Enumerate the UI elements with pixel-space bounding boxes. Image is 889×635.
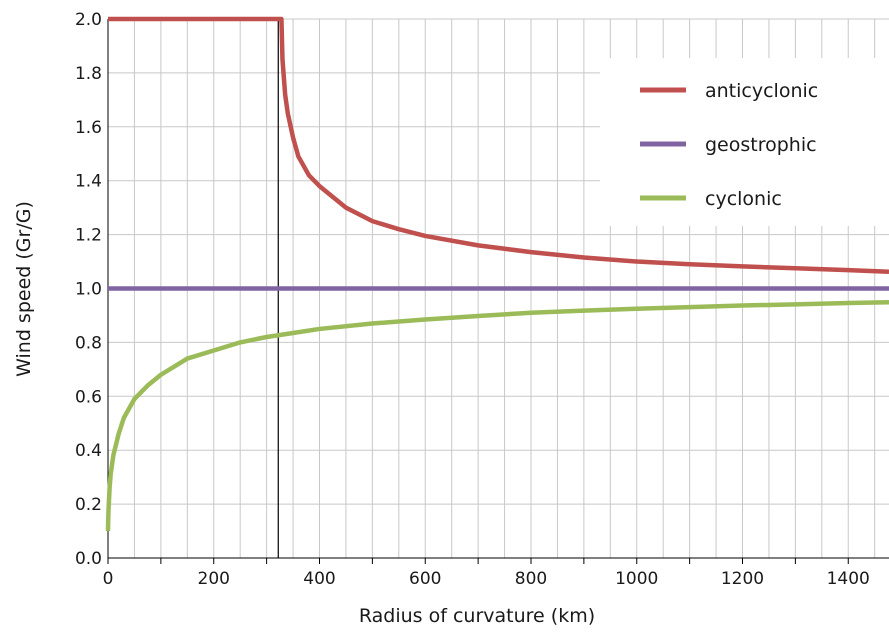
y-tick-label: 0.4	[75, 441, 102, 461]
legend-label-geostrophic: geostrophic	[705, 134, 817, 156]
x-axis-title: Radius of curvature (km)	[359, 605, 595, 627]
x-tick-label: 1400	[827, 569, 870, 589]
x-tick-label: 1200	[721, 569, 764, 589]
legend-label-cyclonic: cyclonic	[705, 188, 782, 210]
y-tick-label: 0.6	[75, 387, 102, 407]
series-layer	[105, 16, 889, 532]
x-tick-label: 800	[515, 569, 547, 589]
legend-label-anticyclonic: anticyclonic	[705, 80, 818, 102]
y-tick-label: 0.0	[75, 549, 102, 569]
y-tick-label: 0.8	[75, 333, 102, 353]
x-tick-label: 1000	[615, 569, 658, 589]
legend: anticyclonic geostrophic cyclonic	[640, 80, 818, 210]
y-tick-label: 1.6	[75, 118, 102, 138]
x-tick-label: 200	[198, 569, 230, 589]
y-tick-label: 1.4	[75, 172, 102, 192]
y-axis-title: Wind speed (Gr/G)	[13, 201, 35, 377]
x-tick-label: 400	[303, 569, 335, 589]
x-tick-label: 0	[103, 569, 114, 589]
y-tick-label: 1.8	[75, 64, 102, 84]
y-tick-label: 1.0	[75, 280, 102, 300]
series-line-anticyclonic	[108, 16, 889, 275]
x-tick-label: 600	[409, 569, 441, 589]
y-tick-label: 1.2	[75, 226, 102, 246]
series-line-cyclonic	[105, 299, 889, 532]
tick-labels: 0 200 400 600 800 1000 1200 1400 0.0 0.2 0.4 0.6 0.8…	[75, 10, 870, 589]
y-tick-label: 0.2	[75, 495, 102, 515]
y-tick-label: 2.0	[75, 10, 102, 30]
